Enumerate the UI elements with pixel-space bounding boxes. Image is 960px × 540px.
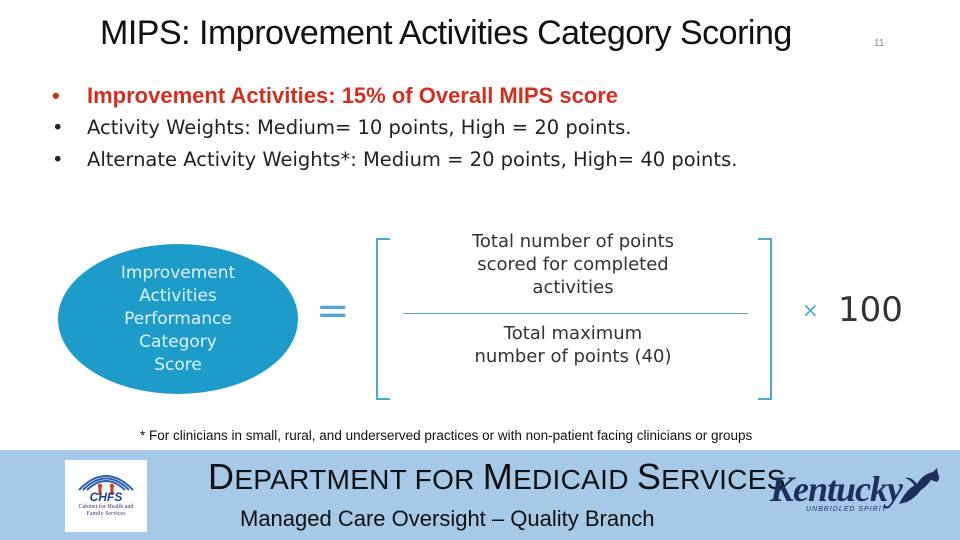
chfs-logo: CHFS Cabinet for Health and Family Servi… [65,460,147,532]
dept-text-1: EPARTMENT FOR [234,464,483,495]
fraction-line [403,313,748,314]
horse-icon [899,468,940,504]
dept-initial-s: S [636,456,662,497]
branch-name: Managed Care Oversight – Quality Branch [240,506,655,531]
bullet-marker: • [52,148,64,171]
category-score-circle: Improvement Activities Performance Categ… [58,244,298,394]
formula-numerator: Total number of points scored for comple… [471,231,675,298]
dept-text-3: ERVICES [661,464,786,495]
category-score-label: Improvement Activities Performance Categ… [120,262,236,375]
multiplier: 100 [838,290,903,330]
footnote: * For clinicians in small, rural, and un… [140,428,753,443]
bullet-item: • Improvement Activities: 15% of Overall… [52,80,932,112]
bullet-marker: • [52,116,64,139]
formula-denominator: Total maximum number of points (40) [474,323,672,367]
right-bracket [758,238,772,400]
chfs-arc-icon [78,475,134,495]
kentucky-logo-tagline: UNBRIDLED SPIRIT [806,506,887,513]
chfs-logo-abbr: CHFS [89,490,123,504]
department-name: DEPARTMENT FOR MEDICAID SERVICES [208,456,786,498]
dept-initial-d: D [208,456,235,497]
bullet-text: Activity Weights: Medium= 10 points, Hig… [87,116,632,139]
slide-title: MIPS: Improvement Activities Category Sc… [100,14,792,52]
kentucky-logo-text: Kentucky [770,469,903,509]
bullet-item: • Activity Weights: Medium= 10 points, H… [52,112,932,144]
equals-sign: = [316,288,350,334]
bullet-item: • Alternate Activity Weights*: Medium = … [52,144,932,176]
bullet-marker: • [52,83,60,108]
bullet-list: • Improvement Activities: 15% of Overall… [52,80,932,176]
dept-text-2: EDICAID [513,464,637,495]
footer-band: CHFS Cabinet for Health and Family Servi… [0,450,960,540]
dept-initial-m: M [482,456,514,497]
slide-number: 11 [874,38,885,49]
times-sign: × [802,298,819,322]
bullet-text: Alternate Activity Weights*: Medium = 20… [87,148,738,171]
scoring-formula: Improvement Activities Performance Categ… [58,222,918,412]
bullet-text: Improvement Activities: 15% of Overall M… [87,83,619,108]
chfs-logo-name: Cabinet for Health and Family Services [78,504,134,517]
left-bracket [376,238,390,400]
